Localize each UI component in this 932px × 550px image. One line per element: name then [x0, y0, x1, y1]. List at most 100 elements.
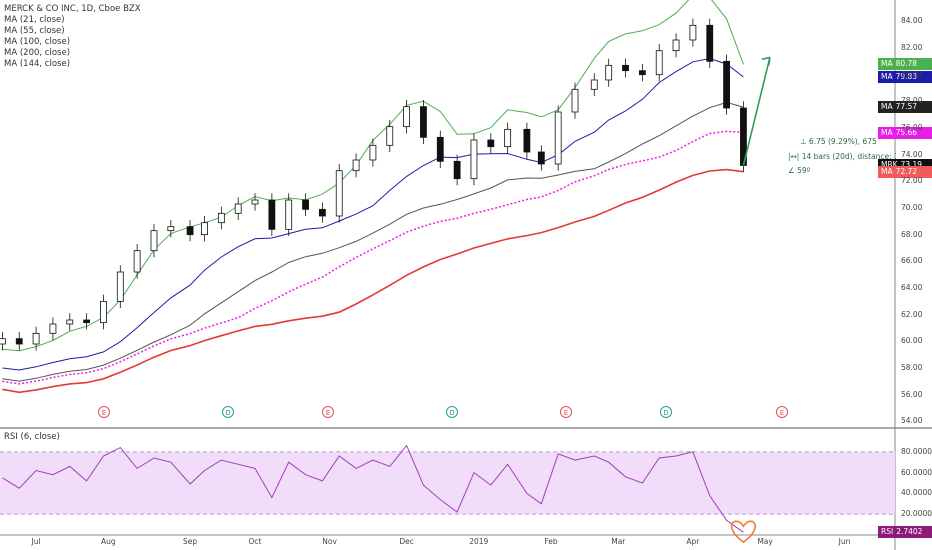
candle-body	[318, 208, 326, 217]
price-badge-0: MA 80.78	[878, 58, 932, 71]
candle-body	[251, 199, 259, 205]
candle-body	[386, 126, 394, 146]
x-tick-label-9: Apr	[686, 537, 700, 546]
chart-legend: MERCK & CO INC, 1D, Cboe BZX MA (21, clo…	[4, 4, 141, 70]
candle-body	[186, 226, 194, 236]
candle-body	[268, 199, 276, 230]
price-badge-key: MA	[881, 59, 893, 69]
price-range-text: 6.75 (9.29%), 675	[808, 137, 877, 146]
earnings-marker-6[interactable]: E	[776, 406, 788, 418]
legend-ma-200: MA (200, close)	[4, 48, 71, 58]
candle-body	[420, 106, 427, 138]
y-tick-label-7: 70.00	[901, 203, 923, 212]
rsi-heart-annotation	[730, 520, 756, 544]
price-badge-key: MA	[881, 166, 893, 176]
dividend-marker-3[interactable]: D	[446, 406, 458, 418]
candle-body	[32, 332, 40, 345]
price-badge-value: 80.78	[895, 59, 918, 69]
candle-body	[504, 128, 512, 148]
candle-body	[217, 212, 225, 224]
price-range-label: ⊥ 6.75 (9.29%), 675	[800, 137, 877, 146]
candle-body	[453, 160, 461, 180]
chart-title: MERCK & CO INC, 1D, Cboe BZX	[4, 4, 141, 14]
earnings-marker-2[interactable]: E	[322, 406, 334, 418]
y-tick-label-0: 84.00	[901, 16, 923, 26]
rsi-badge-value: 2.7402	[896, 527, 923, 537]
dividend-marker-5[interactable]: D	[660, 406, 672, 418]
y-tick-label-12: 60.00	[901, 336, 923, 346]
candle-body	[49, 323, 57, 334]
legend-ma-144: MA (144, close)	[4, 59, 71, 69]
legend-ma-100: MA (100, close)	[4, 37, 71, 47]
price-badge-value: 75.66	[895, 127, 918, 137]
x-tick-label-7: Feb	[544, 537, 558, 546]
candle-body	[66, 319, 74, 325]
candle-body	[369, 144, 377, 161]
price-badge-value: 73.19	[901, 160, 922, 169]
rsi-tick-label-0: 80.0000	[901, 446, 932, 456]
y-tick-label-13: 58.00	[901, 363, 923, 372]
rsi-tick-label-1: 60.0000	[901, 467, 932, 477]
y-tick-label-6: 72.00	[901, 176, 923, 186]
x-tick-label-8: Mar	[611, 537, 626, 546]
x-tick-label-4: Nov	[322, 537, 337, 546]
y-tick-label-5: 74.00	[901, 149, 923, 159]
y-tick-label-15: 54.00	[901, 416, 923, 426]
earnings-marker-0[interactable]: E	[98, 406, 110, 418]
y-tick-label-1: 82.00	[901, 43, 923, 52]
rsi-band	[0, 451, 895, 515]
candle-body	[234, 203, 242, 214]
x-tick-label-1: Aug	[100, 537, 116, 546]
candle-body	[302, 199, 309, 210]
candle-body	[655, 50, 663, 76]
candle-body	[285, 199, 293, 230]
candle-body	[100, 300, 107, 324]
price-badge-key: MA	[881, 127, 893, 137]
bars-range-label: |↔| 14 bars (20d), distance: 15.5	[788, 152, 896, 161]
x-tick-label-6: 2019	[469, 537, 489, 546]
price-badge-1: MA 79.83	[878, 70, 932, 83]
y-tick-label-3: 78.00	[901, 96, 923, 106]
earnings-marker-4[interactable]: E	[560, 406, 572, 418]
price-badge-value: 77.57	[895, 102, 918, 112]
candle-body	[436, 136, 444, 162]
x-tick-label-11: Jun	[838, 537, 851, 546]
legend-ma-55: MA (55, close)	[4, 26, 65, 36]
bars-range-text: 14 bars (20d), distance: 15.5	[801, 152, 896, 161]
candle-body	[133, 250, 141, 273]
price-badge-5: MA 72.72	[878, 165, 932, 178]
candle-body	[672, 39, 680, 52]
y-tick-label-4: 76.00	[901, 123, 923, 132]
rsi-legend: RSI (6, close)	[4, 432, 60, 442]
ma-line-100	[2, 101, 744, 382]
price-badge-key: MRK	[881, 159, 898, 171]
price-badge-2: MA 77.57	[878, 101, 932, 114]
projection-arrow-line	[742, 57, 771, 166]
ma-line-200	[2, 168, 744, 394]
legend-ma-21: MA (21, close)	[4, 15, 65, 25]
price-pane	[0, 0, 895, 428]
ma-line-144	[2, 130, 744, 385]
candle-body	[638, 70, 646, 76]
x-tick-label-3: Oct	[248, 537, 262, 546]
ma-line-55	[2, 57, 744, 371]
candle-body	[167, 226, 175, 232]
x-tick-label-0: Jul	[31, 537, 41, 546]
candle-body	[352, 159, 360, 172]
rsi-badge-key: RSI	[881, 527, 894, 537]
candle-body	[201, 222, 208, 236]
candle-body	[740, 107, 747, 166]
candle-body	[523, 128, 531, 153]
angle-label: ∠ 59º	[788, 166, 811, 175]
dividend-marker-1[interactable]: D	[222, 406, 234, 418]
price-badge-value: 72.72	[895, 166, 918, 176]
rsi-tick-label-2: 40.0000	[901, 488, 932, 498]
candle-body	[116, 271, 124, 302]
candle-body	[622, 64, 629, 72]
price-badge-value: 79.83	[895, 71, 918, 81]
candle-body	[403, 106, 410, 128]
candle-body	[335, 170, 343, 217]
y-tick-label-2: 80.00	[901, 69, 923, 79]
candle-body	[706, 24, 714, 62]
